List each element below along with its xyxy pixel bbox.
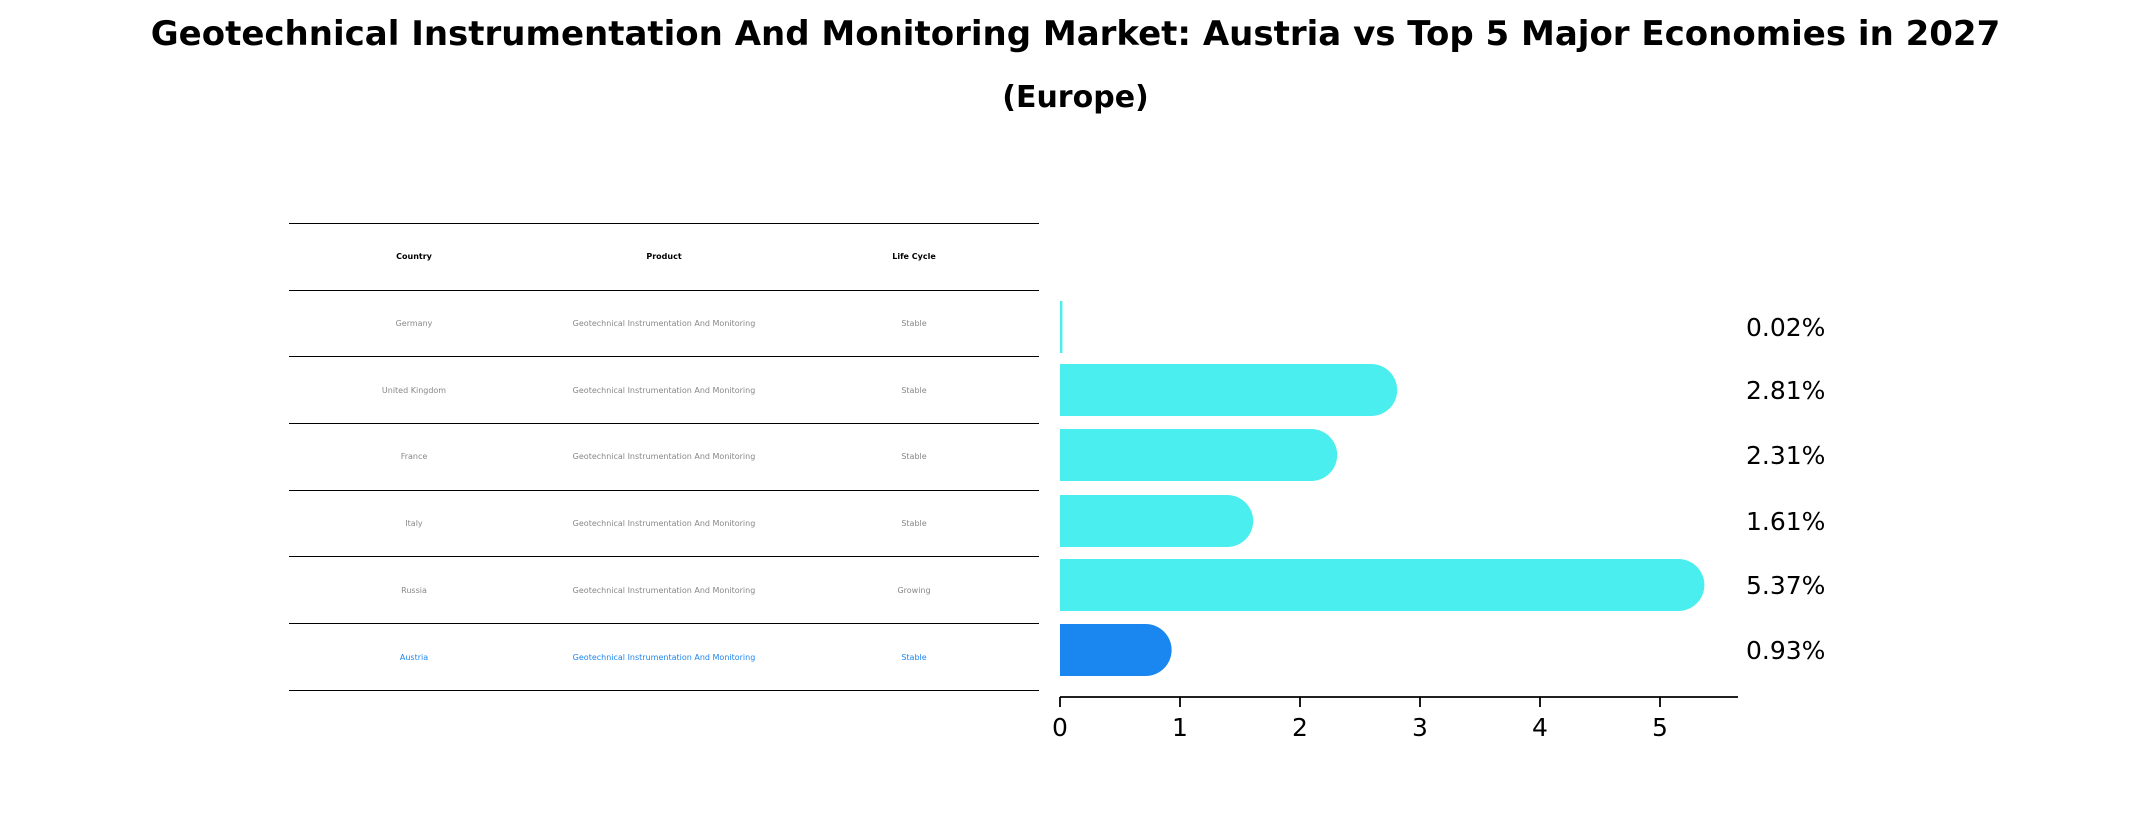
bar-russia [1060, 559, 1705, 611]
cell-country: Austria [399, 652, 429, 662]
cell-life-cycle: Stable [901, 652, 927, 662]
value-label: 2.31% [1746, 441, 1825, 470]
header-country: Country [396, 252, 432, 262]
table-header-row: Country Product Life Cycle [289, 223, 1039, 290]
cell-life-cycle: Stable [901, 385, 927, 395]
bar-cap [1652, 559, 1705, 611]
value-label: 2.81% [1746, 376, 1825, 405]
x-tick-label: 2 [1292, 713, 1308, 742]
chart-subtitle: (Europe) [1002, 80, 1149, 115]
table-row: Russia Geotechnical Instrumentation And … [289, 556, 1039, 623]
x-tick-label: 5 [1652, 713, 1668, 742]
bar-body [1060, 364, 1372, 416]
cell-product: Geotechnical Instrumentation And Monitor… [572, 319, 756, 329]
header-product: Product [646, 252, 682, 262]
bar-austria [1060, 624, 1172, 676]
table-row-highlighted: Austria Geotechnical Instrumentation And… [289, 623, 1039, 692]
cell-life-cycle: Stable [901, 319, 927, 329]
cell-product: Geotechnical Instrumentation And Monitor… [572, 452, 756, 462]
header-life-cycle: Life Cycle [892, 252, 936, 262]
bar-body [1060, 495, 1228, 547]
bar-body [1060, 429, 1312, 481]
value-label: 0.93% [1746, 636, 1825, 665]
table-row: France Geotechnical Instrumentation And … [289, 423, 1039, 490]
cell-life-cycle: Growing [897, 585, 931, 595]
cell-product: Geotechnical Instrumentation And Monitor… [572, 519, 756, 529]
bar-italy [1060, 495, 1254, 547]
cell-country: United Kingdom [381, 385, 447, 395]
cell-life-cycle: Stable [901, 452, 927, 462]
cell-country: Italy [405, 519, 423, 529]
bar-cap [1119, 624, 1172, 676]
cell-product: Geotechnical Instrumentation And Monitor… [572, 652, 756, 662]
table-row: Italy Geotechnical Instrumentation And M… [289, 489, 1039, 557]
table-row: United Kingdom Geotechnical Instrumentat… [289, 356, 1039, 423]
bar-body [1060, 559, 1679, 611]
x-tick-label: 4 [1532, 713, 1548, 742]
bar-cap [1201, 495, 1254, 547]
bar-cap [1285, 429, 1338, 481]
cell-product: Geotechnical Instrumentation And Monitor… [572, 585, 756, 595]
bar-germany [1060, 301, 1063, 353]
x-tick-label: 0 [1052, 713, 1068, 742]
cell-product: Geotechnical Instrumentation And Monitor… [572, 385, 756, 395]
chart-title: Geotechnical Instrumentation And Monitor… [150, 14, 2001, 54]
bar-united-kingdom [1060, 364, 1398, 416]
value-label: 1.61% [1746, 507, 1825, 536]
value-label: 0.02% [1746, 313, 1825, 342]
cell-country: France [400, 452, 428, 462]
cell-country: Russia [401, 585, 427, 595]
bar-body [1060, 301, 1063, 353]
x-tick-label: 1 [1172, 713, 1188, 742]
table-row: Germany Geotechnical Instrumentation And… [289, 289, 1039, 357]
cell-life-cycle: Stable [901, 519, 927, 529]
x-tick-label: 3 [1412, 713, 1428, 742]
bar-cap [1345, 364, 1398, 416]
value-label: 5.37% [1746, 571, 1825, 600]
bar-france [1060, 429, 1338, 481]
cell-country: Germany [395, 319, 433, 329]
comparison-table: Country Product Life Cycle Germany Geote… [289, 223, 1039, 692]
